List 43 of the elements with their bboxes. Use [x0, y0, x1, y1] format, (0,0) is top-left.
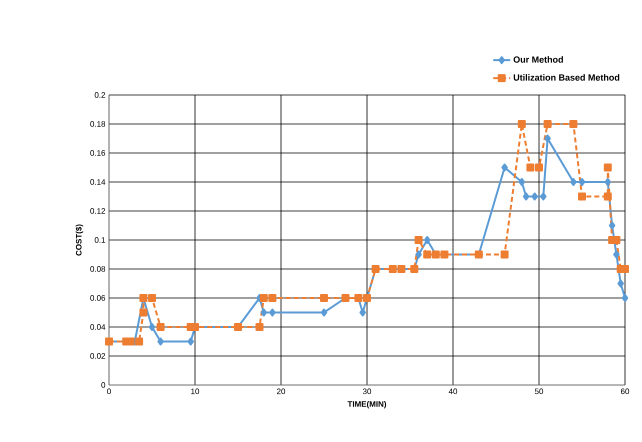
point — [139, 308, 148, 316]
point — [604, 164, 612, 172]
point — [135, 337, 144, 346]
point — [604, 192, 612, 200]
point — [522, 192, 530, 200]
point — [423, 250, 432, 258]
legend-label: Our Method — [514, 56, 563, 63]
point — [604, 178, 612, 186]
point — [260, 294, 268, 302]
point — [148, 294, 156, 302]
point — [518, 178, 526, 186]
point — [260, 308, 268, 316]
point — [531, 192, 538, 200]
point — [501, 164, 508, 172]
point — [424, 236, 430, 244]
point — [518, 120, 526, 128]
point — [570, 178, 577, 186]
point — [414, 236, 423, 244]
point — [268, 294, 276, 302]
point — [578, 192, 586, 200]
point — [359, 308, 366, 316]
point — [578, 178, 586, 186]
point — [535, 164, 543, 172]
point — [269, 308, 276, 316]
point — [617, 279, 624, 288]
point — [622, 294, 628, 302]
point — [526, 164, 534, 172]
point — [540, 192, 547, 200]
point — [569, 120, 578, 128]
legend-label: Utilization Based Method — [514, 74, 620, 81]
point — [320, 308, 328, 316]
point — [613, 250, 620, 258]
point — [156, 322, 165, 331]
point — [148, 322, 156, 331]
point — [157, 337, 164, 346]
point — [256, 322, 264, 331]
point — [187, 337, 194, 346]
point — [415, 250, 422, 258]
point — [320, 294, 328, 302]
point — [500, 250, 509, 258]
point — [544, 134, 551, 142]
point — [544, 120, 552, 128]
point — [608, 221, 616, 230]
